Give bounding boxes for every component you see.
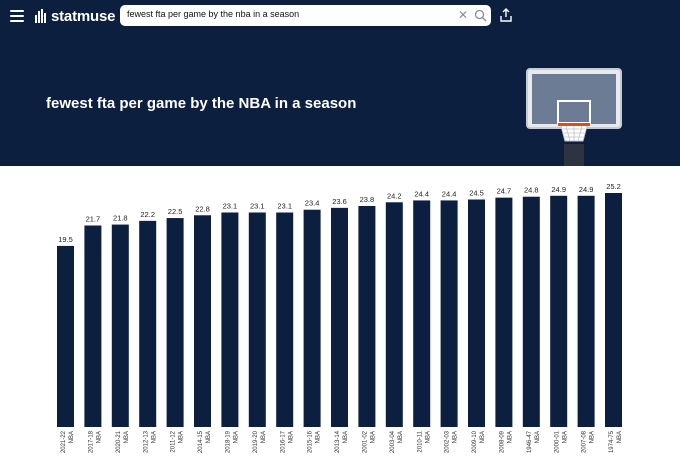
x-tick-sublabel: NBA — [370, 431, 376, 443]
bar-value-label: 24.9 — [579, 185, 594, 194]
basketball-hoop-icon — [526, 68, 622, 166]
x-tick-sublabel: NBA — [69, 431, 75, 443]
bar-value-label: 22.8 — [195, 204, 210, 213]
bar[interactable] — [385, 202, 403, 427]
x-tick-label: 2017-18 — [88, 430, 94, 453]
x-tick-sublabel: NBA — [343, 431, 349, 443]
bar-value-label: 21.8 — [113, 214, 128, 223]
x-tick-label: 2015-16 — [308, 430, 314, 453]
x-tick-sublabel: NBA — [233, 431, 239, 443]
x-tick-sublabel: NBA — [288, 431, 294, 443]
x-tick-sublabel: NBA — [179, 431, 185, 443]
bar-value-label: 21.7 — [86, 215, 101, 224]
x-tick-sublabel: NBA — [124, 431, 130, 443]
bar-value-label: 23.1 — [277, 202, 292, 211]
bar-value-label: 24.8 — [524, 186, 539, 195]
bar-value-label: 22.5 — [168, 207, 183, 216]
bar[interactable] — [303, 209, 321, 427]
x-tick-label: 2021-22 — [61, 430, 67, 453]
bar-value-label: 24.4 — [442, 189, 457, 198]
bar-value-label: 23.8 — [360, 195, 375, 204]
x-tick-label: 2000-01 — [554, 430, 560, 453]
x-tick-sublabel: NBA — [398, 431, 404, 443]
bar-value-label: 22.2 — [140, 210, 155, 219]
x-tick-label: 2012-13 — [143, 430, 149, 453]
x-tick-label: 2013-14 — [335, 430, 341, 453]
bar[interactable] — [111, 224, 129, 427]
bar-value-label: 23.4 — [305, 199, 320, 208]
bar-value-label: 25.2 — [606, 182, 621, 191]
header-banner: statmuse fewest fta per game by the nba … — [0, 0, 680, 166]
x-tick-sublabel: NBA — [425, 431, 431, 443]
x-tick-sublabel: NBA — [453, 431, 459, 443]
bar[interactable] — [57, 245, 74, 427]
x-tick-label: 2008-09 — [499, 430, 505, 453]
x-tick-label: 2009-10 — [472, 430, 478, 453]
x-tick-sublabel: NBA — [96, 431, 102, 443]
x-tick-label: 2020-21 — [116, 430, 122, 453]
x-tick-sublabel: NBA — [480, 431, 486, 443]
x-tick-label: 2011-12 — [171, 430, 177, 452]
logo-bars-icon — [35, 9, 47, 23]
bar[interactable] — [276, 212, 294, 428]
x-tick-label: 1974-75 — [609, 430, 615, 453]
bar[interactable] — [495, 197, 513, 427]
bar-value-label: 23.1 — [223, 202, 238, 211]
bar-value-label: 19.5 — [58, 235, 73, 244]
x-tick-label: 2016-17 — [280, 430, 286, 453]
x-tick-sublabel: NBA — [507, 431, 513, 443]
hamburger-menu-icon[interactable] — [10, 10, 26, 22]
bar[interactable] — [248, 212, 266, 428]
x-tick-label: 2002-03 — [445, 430, 451, 453]
x-tick-sublabel: NBA — [151, 431, 157, 443]
x-tick-sublabel: NBA — [316, 431, 322, 443]
x-tick-sublabel: NBA — [617, 431, 623, 443]
bar-value-label: 24.9 — [551, 185, 566, 194]
statmuse-logo[interactable]: statmuse — [35, 7, 115, 25]
bar-value-label: 23.6 — [332, 197, 347, 206]
bar[interactable] — [577, 195, 595, 427]
bar[interactable] — [166, 218, 184, 427]
bar[interactable] — [331, 207, 348, 427]
bar-value-label: 24.4 — [414, 189, 429, 198]
bar[interactable] — [413, 200, 431, 427]
bar[interactable] — [358, 206, 376, 427]
bar[interactable] — [84, 225, 102, 428]
x-tick-label: 2003-04 — [390, 430, 396, 453]
search-icon[interactable] — [474, 9, 487, 22]
x-tick-label: 2010-11 — [417, 430, 423, 452]
bar-value-label: 24.2 — [387, 191, 402, 200]
bar-value-label: 24.5 — [469, 189, 484, 198]
x-tick-label: 2001-02 — [362, 430, 368, 453]
bar[interactable] — [550, 195, 568, 427]
search-input[interactable]: fewest fta per game by the nba in a seas… — [127, 9, 300, 19]
search-bar[interactable]: fewest fta per game by the nba in a seas… — [120, 5, 491, 26]
bar[interactable] — [194, 215, 211, 427]
bar[interactable] — [605, 193, 622, 427]
share-icon[interactable] — [498, 7, 514, 23]
x-tick-sublabel: NBA — [206, 431, 212, 443]
x-tick-sublabel: NBA — [562, 431, 568, 443]
x-tick-sublabel: NBA — [590, 431, 596, 443]
x-tick-label: 2007-08 — [582, 430, 588, 453]
bar[interactable] — [139, 220, 157, 427]
bar[interactable] — [522, 196, 540, 427]
close-icon[interactable]: ✕ — [457, 8, 469, 22]
x-tick-label: 2014-15 — [198, 430, 204, 453]
bar[interactable] — [221, 212, 239, 428]
page-title: fewest fta per game by the NBA in a seas… — [46, 95, 357, 112]
x-tick-label: 2018-19 — [225, 430, 231, 453]
x-tick-sublabel: NBA — [535, 431, 541, 443]
brand-name: statmuse — [51, 7, 116, 25]
bar[interactable] — [468, 199, 485, 428]
bar[interactable] — [440, 200, 458, 427]
x-tick-label: 2019-20 — [253, 430, 259, 453]
x-tick-label: 1946-47 — [527, 430, 533, 453]
x-tick-sublabel: NBA — [261, 431, 267, 443]
bar-value-label: 23.1 — [250, 202, 265, 211]
bar-value-label: 24.7 — [497, 187, 512, 196]
